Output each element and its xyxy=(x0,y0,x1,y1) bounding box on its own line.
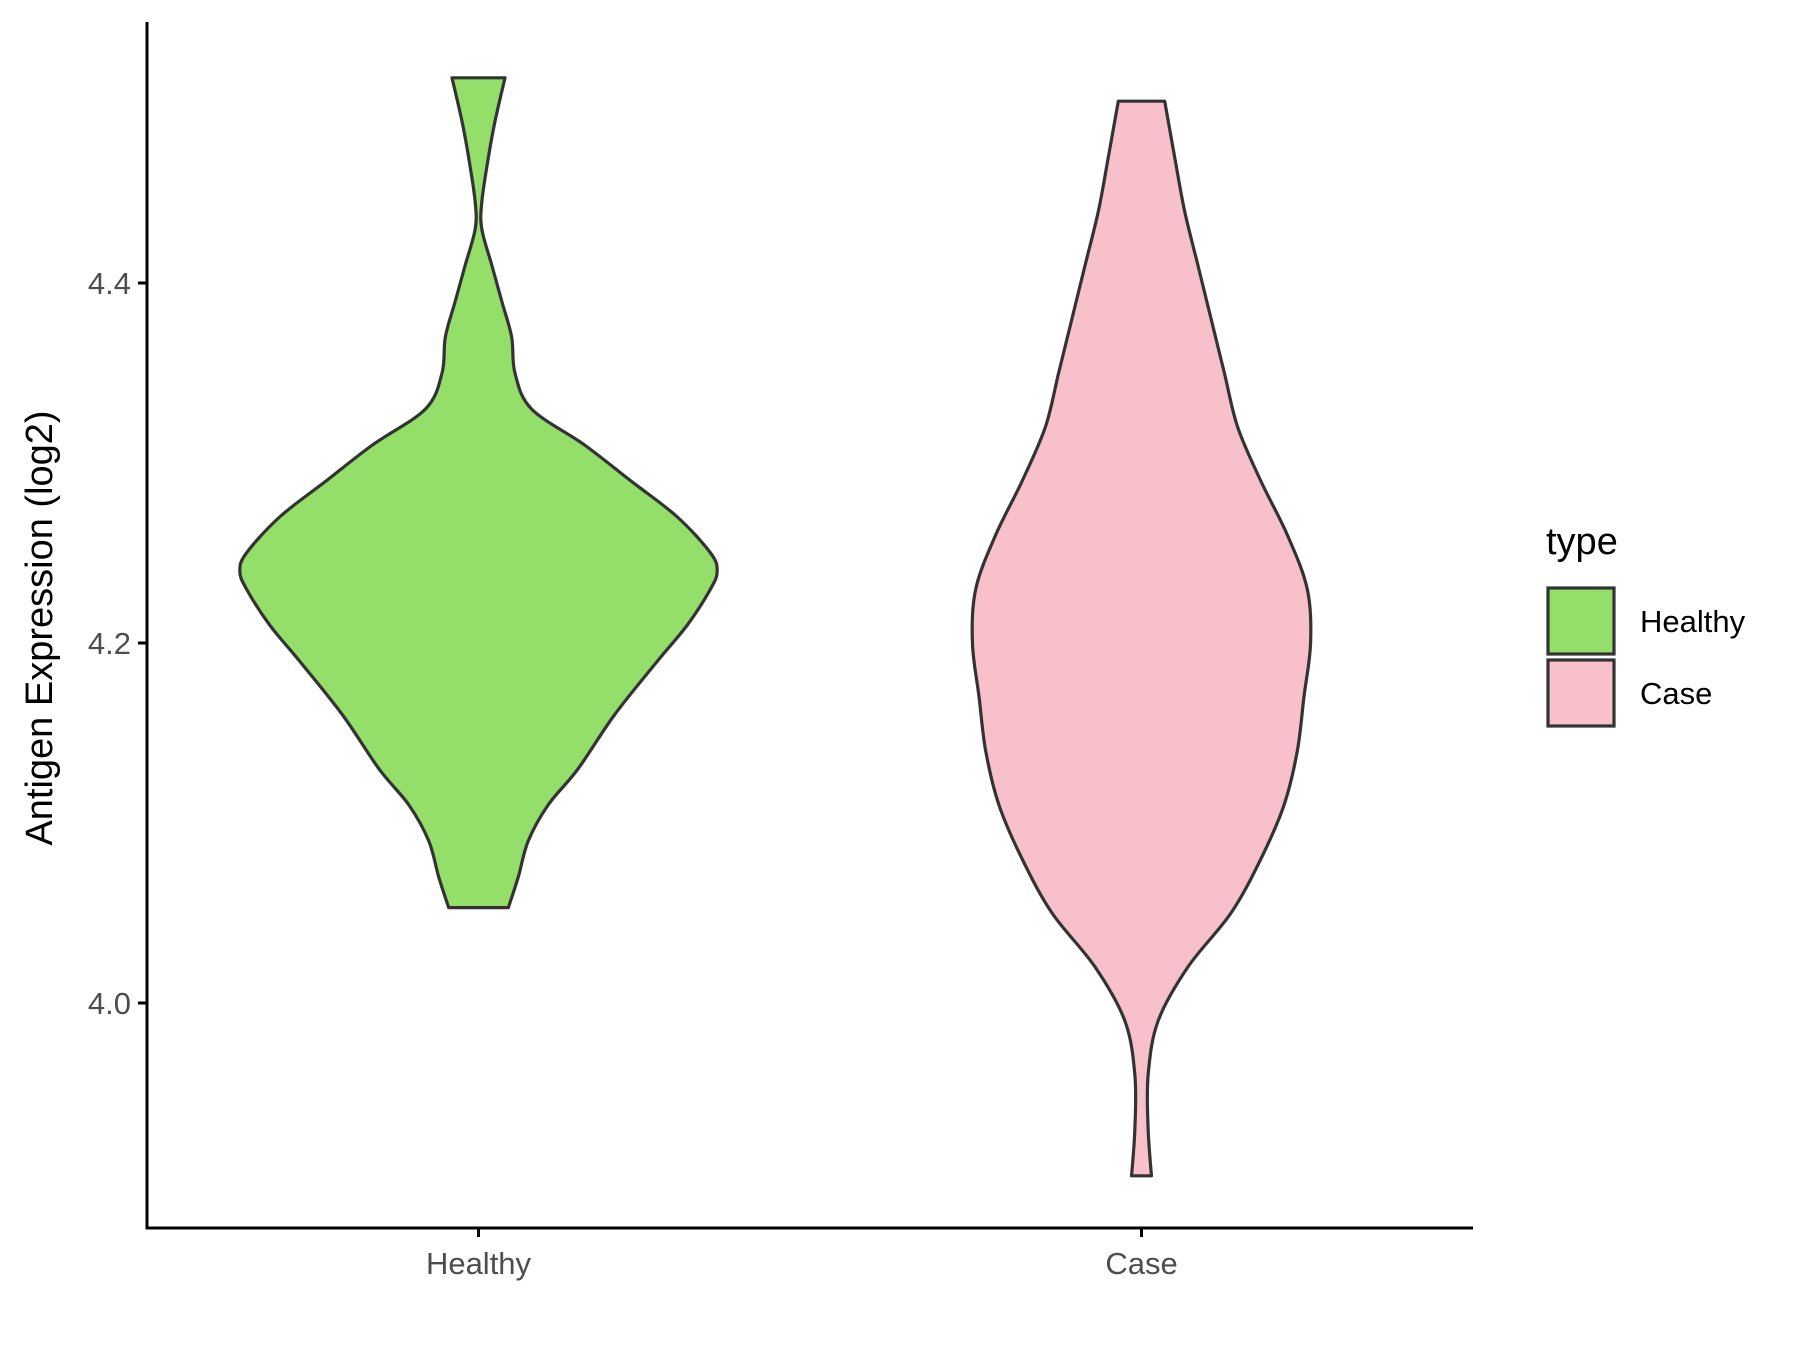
violin-healthy xyxy=(238,76,719,910)
legend-swatch-case xyxy=(1546,658,1616,728)
x-ticks: Healthy Case xyxy=(426,1228,1178,1281)
legend-items: Healthy Case xyxy=(1546,586,1746,728)
y-ticks: 4.0 4.2 4.4 xyxy=(88,266,147,1021)
y-tick-label: 4.2 xyxy=(88,626,131,661)
legend: type Healthy Case xyxy=(1546,521,1746,728)
y-tick-label: 4.4 xyxy=(88,266,131,301)
legend-label-case: Case xyxy=(1640,676,1712,711)
x-tick-label: Case xyxy=(1105,1246,1177,1281)
violins-layer xyxy=(238,76,1313,1178)
violin-case xyxy=(970,99,1313,1178)
legend-swatch-healthy xyxy=(1546,586,1616,656)
legend-label-healthy: Healthy xyxy=(1640,604,1746,639)
y-tick-label: 4.0 xyxy=(88,986,131,1021)
legend-title: type xyxy=(1546,521,1618,563)
axes-layer xyxy=(145,22,1473,1230)
y-axis-title: Antigen Expression (log2) xyxy=(19,410,61,845)
x-tick-label: Healthy xyxy=(426,1246,532,1281)
